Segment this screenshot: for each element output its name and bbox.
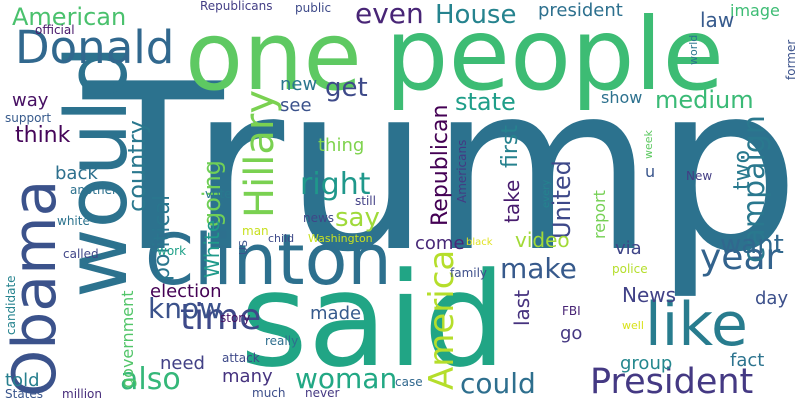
word-come: come [415,233,465,254]
word-black: black [466,237,493,248]
word-show: show [601,88,643,107]
word-woman: woman [295,362,398,395]
word-president: president [538,0,623,21]
word-made: made [310,303,362,324]
word-group: group [620,353,673,374]
word-news: news [303,211,335,225]
word-man: man [242,224,269,238]
word-much: much [252,386,286,400]
word-video: video [515,228,570,252]
word-like: like [645,290,748,360]
word-child: child [268,232,295,245]
word-many: many [222,366,273,387]
word-day: day [755,288,789,309]
word-law: law [700,8,735,32]
word-election: election [150,281,222,302]
word-trump: Trump [82,36,800,303]
word-make: make [500,252,577,285]
word-us: US [237,239,250,255]
word-family: family [450,266,488,280]
word-never: never [305,386,340,400]
word-donald: Donald [15,21,175,74]
word-former: former [784,39,798,80]
word-report: report [590,190,609,239]
word-million: million [62,387,102,400]
word-right: right [300,167,371,202]
word-washington: Washington [308,232,373,245]
word-state: state [455,88,516,116]
word-public: public [295,1,332,15]
word-year: year [700,237,781,278]
word-way: way [12,90,49,111]
word-said: said [240,244,507,396]
word-political: political [150,194,175,281]
word-candidate: candidate [4,275,18,335]
word-want: want [720,230,784,260]
word-one: one [185,2,362,112]
word-time: time [180,297,262,338]
word-government: government [118,290,137,388]
word-story: story [220,311,251,325]
word-could: could [460,367,536,400]
word-two: two [730,149,755,190]
word-first: first [498,125,523,168]
word-world: world [687,34,700,65]
word-image: image [730,1,780,20]
word-fact: fact [730,350,765,371]
word-house: House [435,0,517,30]
word-even: even [355,0,424,30]
word-white: white [57,214,90,228]
word-week: week [642,130,655,159]
word-u: u [645,162,656,181]
word-go: go [560,323,583,344]
word-know: know [148,292,222,325]
word-really: really [265,334,299,348]
word-new: New [686,169,713,183]
word-new: new [280,74,318,95]
word-every: every [541,179,552,208]
word-support: support [5,111,52,125]
word-states: States [5,387,44,400]
word-well: well [622,319,644,332]
word-news: News [622,283,677,307]
word-white: White [200,219,224,278]
word-last: last [510,289,534,326]
word-need: need [160,353,205,374]
word-president: President [590,362,754,400]
word-medium: medium [655,86,754,114]
word-country: country [123,120,151,212]
word-americans: Americans [455,139,469,203]
word-police: police [612,262,648,276]
word-vote: vote [205,187,232,201]
word-see: see [280,95,312,116]
word-another: another [70,183,117,197]
word-told: told [5,370,40,391]
word-still: still [355,194,376,208]
word-work: work [157,244,187,258]
word-also: also [120,362,181,397]
word-say: say [335,203,380,233]
word-case: case [395,375,423,389]
word-back: back [55,163,98,184]
word-take: take [500,179,524,223]
word-called: called [63,247,99,261]
word-think: think [15,123,71,148]
word-clinton: Clinton [145,219,392,301]
word-fbi: FBI [562,304,581,318]
word-thing: thing [318,135,365,156]
word-people: people [385,0,724,113]
word-american: American [12,3,127,31]
word-get: get [325,73,368,103]
word-republican: Republican [428,104,453,226]
word-republicans: Republicans [200,0,273,13]
word-official: official [35,23,75,37]
word-via: via [615,238,642,259]
word-hillary: Hillary [237,89,283,218]
word-attack: attack [222,351,260,365]
